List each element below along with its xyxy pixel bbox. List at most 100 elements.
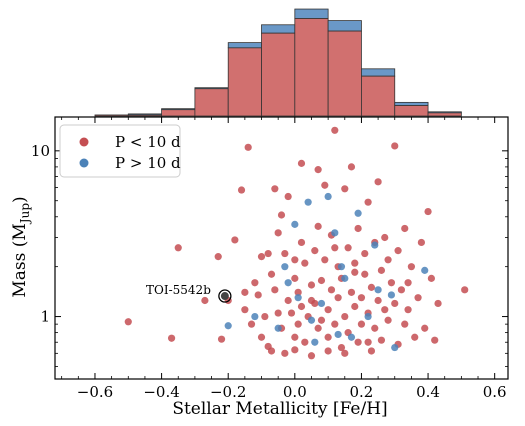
point-short-period xyxy=(174,244,182,252)
legend-label-long: P > 10 d xyxy=(115,154,181,172)
point-long-period xyxy=(391,343,399,352)
point-short-period xyxy=(347,163,356,171)
point-short-period xyxy=(374,178,382,186)
point-long-period xyxy=(371,241,379,249)
x-tick-label: 0.0 xyxy=(283,383,307,401)
point-short-period xyxy=(281,349,289,357)
x-tick-label: 0.6 xyxy=(483,383,507,401)
point-short-period xyxy=(351,268,359,276)
point-short-period xyxy=(244,143,252,151)
point-short-period xyxy=(294,320,302,328)
point-short-period xyxy=(297,302,306,311)
point-short-period xyxy=(434,299,442,308)
point-short-period xyxy=(354,338,362,346)
point-short-period xyxy=(297,238,306,247)
point-short-period xyxy=(301,338,309,346)
legend-label-short: P < 10 d xyxy=(115,133,181,151)
hist-bar-short xyxy=(427,112,462,117)
point-short-period xyxy=(267,270,276,278)
point-short-period xyxy=(314,324,322,332)
point-short-period xyxy=(374,296,382,305)
y-axis-label-close: ) xyxy=(10,196,30,203)
point-long-period xyxy=(294,294,302,302)
point-short-period xyxy=(377,336,386,344)
point-short-period xyxy=(401,320,409,328)
hist-bar-short xyxy=(194,88,229,117)
legend-marker-long xyxy=(79,158,89,168)
point-short-period xyxy=(307,281,316,289)
hist-bar-long xyxy=(261,24,296,34)
point-long-period xyxy=(324,192,332,201)
point-long-period xyxy=(224,322,232,330)
x-tick-label: −0.6 xyxy=(77,383,113,401)
legend: P < 10 d P > 10 d xyxy=(59,124,181,178)
point-long-period xyxy=(347,333,356,341)
metallicity-histogram xyxy=(94,8,462,117)
point-short-period xyxy=(351,302,359,311)
point-short-period xyxy=(421,324,429,332)
hist-bar-short xyxy=(294,18,329,117)
scatter-axes-frame xyxy=(54,116,509,380)
point-short-period xyxy=(371,324,379,332)
point-short-period xyxy=(401,224,409,233)
point-long-period xyxy=(364,312,372,321)
point-short-period xyxy=(214,253,222,261)
point-short-period xyxy=(341,185,349,193)
point-short-period xyxy=(284,296,292,305)
point-short-period xyxy=(287,309,296,317)
point-short-period xyxy=(307,296,316,305)
point-short-period xyxy=(301,259,309,267)
point-short-period xyxy=(257,333,266,341)
point-short-period xyxy=(167,334,176,342)
point-short-period xyxy=(271,185,279,193)
x-tick-label: −0.2 xyxy=(210,383,246,401)
point-short-period xyxy=(341,312,349,321)
point-short-period xyxy=(281,249,289,258)
point-short-period xyxy=(364,198,372,206)
hist-bar-short xyxy=(327,30,362,117)
point-short-period xyxy=(297,159,306,167)
point-short-period xyxy=(331,320,339,328)
point-short-period xyxy=(407,263,416,271)
hist-bar-short xyxy=(227,47,262,117)
hist-bar-short xyxy=(394,105,429,117)
point-short-period xyxy=(417,238,425,247)
point-short-period xyxy=(251,279,259,287)
point-short-period xyxy=(391,142,399,150)
point-short-period xyxy=(324,347,332,355)
point-short-period xyxy=(394,247,402,255)
hist-bar-short xyxy=(161,109,196,117)
y-tick-label: 1 xyxy=(40,308,50,326)
hist-bar-long xyxy=(227,42,262,49)
y-axis-label: Mass (MJup) xyxy=(10,196,32,297)
point-short-period xyxy=(321,256,329,264)
point-short-period xyxy=(427,274,435,282)
point-short-period xyxy=(231,236,239,244)
x-tick-label: 0.4 xyxy=(416,383,440,401)
point-short-period xyxy=(331,244,339,252)
point-short-period xyxy=(334,294,342,302)
point-short-period xyxy=(461,286,469,294)
point-short-period xyxy=(431,336,439,344)
point-long-period xyxy=(274,324,282,332)
point-long-period xyxy=(311,338,319,346)
point-long-period xyxy=(387,291,396,299)
point-short-period xyxy=(291,333,299,341)
point-long-period xyxy=(331,229,339,237)
point-long-period xyxy=(307,316,316,324)
point-short-period xyxy=(247,320,256,328)
point-short-period xyxy=(414,294,422,302)
point-short-period xyxy=(271,286,279,294)
toi-5542b-label: TOI-5542b xyxy=(146,283,211,297)
point-short-period xyxy=(357,294,366,302)
y-tick-label: 10 xyxy=(31,142,50,160)
point-short-period xyxy=(384,256,392,264)
point-long-period xyxy=(281,263,289,271)
y-axis-label-sub: Jup xyxy=(18,203,32,226)
point-short-period xyxy=(321,181,329,189)
point-short-period xyxy=(317,276,326,285)
scatter-points xyxy=(124,126,469,360)
point-short-period xyxy=(344,244,352,252)
hist-bar-short xyxy=(127,114,162,117)
point-short-period xyxy=(351,259,359,267)
